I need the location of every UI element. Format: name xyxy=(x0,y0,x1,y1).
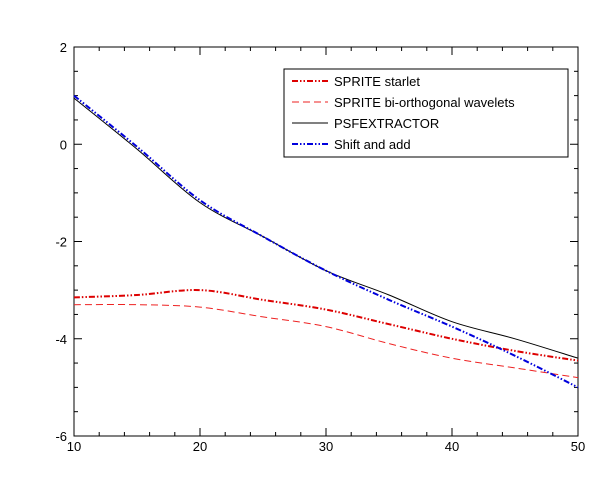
x-axis-ticks: 10 20 30 40 50 xyxy=(67,47,585,454)
x-tick-label: 40 xyxy=(445,439,459,454)
y-tick-label: -4 xyxy=(55,332,67,347)
legend-box xyxy=(283,68,569,158)
y-tick-label: 2 xyxy=(60,40,67,55)
legend-label-2: SPRITE bi-orthogonal wavelets xyxy=(334,95,515,110)
series-layer xyxy=(73,94,579,389)
series-line-1 xyxy=(73,289,579,362)
legend-label-4: Shift and add xyxy=(334,137,411,152)
series-line-2 xyxy=(73,304,579,379)
x-tick-label: 20 xyxy=(193,439,207,454)
y-tick-label: -2 xyxy=(55,235,67,250)
y-tick-label: -6 xyxy=(55,429,67,444)
x-tick-label: 50 xyxy=(571,439,585,454)
series-line-4 xyxy=(73,94,579,389)
legend-label-3: PSFEXTRACTOR xyxy=(334,116,439,131)
legend: SPRITE starlet SPRITE bi-orthogonal wavel… xyxy=(283,68,569,158)
x-tick-label: 10 xyxy=(67,439,81,454)
y-tick-label: 0 xyxy=(60,137,67,152)
x-tick-label: 30 xyxy=(319,439,333,454)
legend-label-1: SPRITE starlet xyxy=(334,74,420,89)
